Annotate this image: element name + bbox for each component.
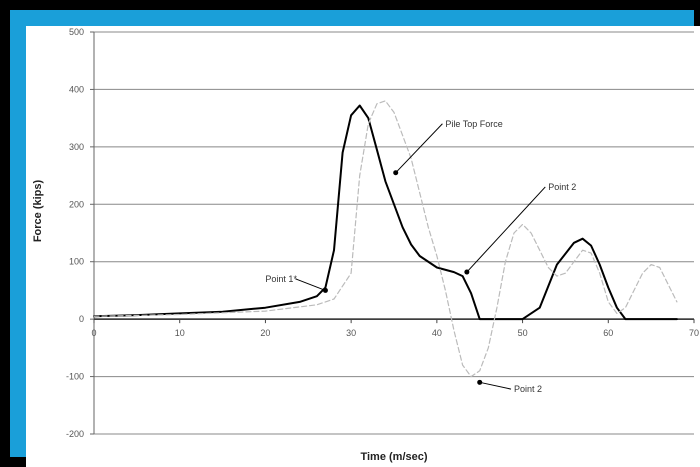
y-tick-label: -200: [66, 429, 84, 439]
annotation-leader: [395, 123, 443, 174]
x-tick-labels: 0 10 20 30 40 50 60 70: [91, 328, 699, 338]
y-axis-title: Force (kips): [32, 179, 44, 242]
annotation-leader: [479, 381, 512, 390]
annotation-label: Point 2: [514, 384, 542, 394]
annotation-leader: [295, 278, 326, 291]
x-tick-label: 60: [603, 328, 613, 338]
force-time-chart: 500 400 300 200 100 0 -100 -200 0 10 20 30 40 50 60 70…: [32, 27, 699, 463]
y-tick-label: 200: [69, 199, 84, 209]
y-tick-label: -100: [66, 372, 84, 382]
series-lines: [93, 100, 678, 378]
x-tick-label: 0: [91, 328, 96, 338]
x-tick-label: 10: [175, 328, 185, 338]
y-tick-label: 300: [69, 142, 84, 152]
annotation-label: Pile Top Force: [445, 119, 502, 129]
y-tick-label: 400: [69, 84, 84, 94]
x-tick-label: 40: [432, 328, 442, 338]
annotation-label: Point 1*: [265, 274, 297, 284]
y-tick-label: 0: [79, 314, 84, 324]
annotation-arrowhead: [477, 379, 483, 385]
x-tick-label: 70: [689, 328, 699, 338]
axes: [90, 31, 695, 435]
annotations: Pile Top Force Point 2 Point 1* Point 2: [265, 119, 576, 394]
annotation-label: Point 2: [548, 182, 576, 192]
chart-border: 500 400 300 200 100 0 -100 -200 0 10 20 30 40 50 60 70…: [10, 10, 700, 467]
annotation-arrowhead: [464, 269, 470, 275]
window-frame: 500 400 300 200 100 0 -100 -200 0 10 20 30 40 50 60 70…: [10, 10, 700, 467]
x-tick-label: 30: [346, 328, 356, 338]
y-tick-label: 100: [69, 257, 84, 267]
x-tick-label: 20: [260, 328, 270, 338]
series-line-2: [93, 100, 678, 378]
y-tick-labels: 500 400 300 200 100 0 -100 -200: [66, 27, 84, 439]
y-tick-label: 500: [69, 27, 84, 37]
chart-panel: 500 400 300 200 100 0 -100 -200 0 10 20 30 40 50 60 70…: [26, 26, 700, 467]
series-line-1: [93, 104, 678, 321]
annotation-arrowhead: [322, 287, 328, 293]
x-axis-title: Time (m/sec): [360, 451, 427, 463]
annotation-arrowhead: [393, 170, 399, 176]
x-tick-label: 50: [518, 328, 528, 338]
gridlines: [94, 31, 694, 435]
annotation-leader: [466, 186, 546, 273]
